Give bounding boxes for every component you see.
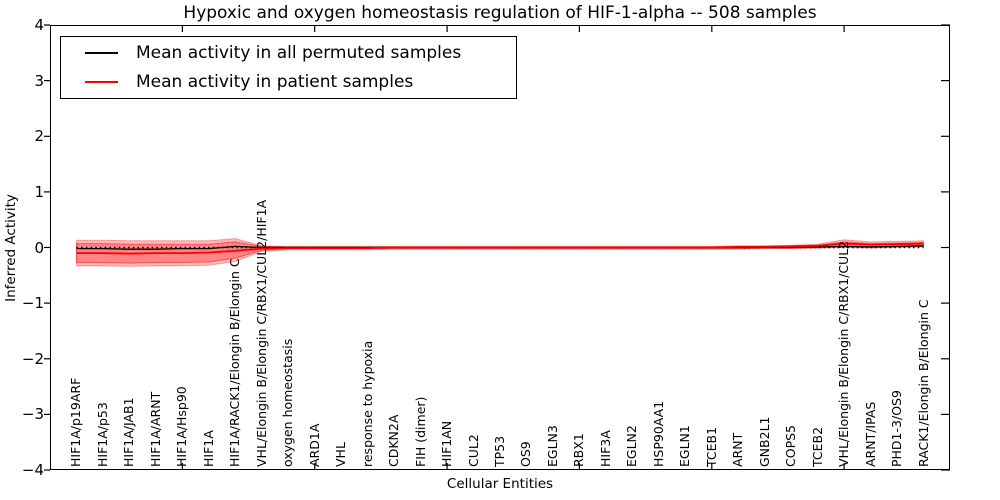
legend-label: Mean activity in all permuted samples (136, 43, 462, 63)
entity-label: HIF3A (597, 430, 613, 467)
entity-label: ARD1A (306, 423, 322, 467)
entity-label: EGLN1 (677, 425, 693, 467)
legend-item-permuted: Mean activity in all permuted samples (85, 40, 516, 66)
legend-line-black (85, 52, 118, 54)
entity-label: TCEB1 (703, 426, 719, 467)
entity-label: VHL (333, 442, 349, 467)
entity-label: HIF1AN (439, 420, 455, 467)
entity-label: RBX1 (571, 433, 587, 467)
y-tick-label: 1 (34, 182, 44, 201)
entity-label: GNB2L1 (756, 416, 772, 467)
entity-label: HIF1A/p19ARF (68, 377, 84, 467)
entity-label: OS9 (518, 441, 534, 467)
entity-label: ARNT (730, 432, 746, 467)
series-line-1 (76, 242, 924, 255)
legend: Mean activity in all permuted samples Me… (60, 36, 517, 99)
y-tick-label: −1 (21, 294, 44, 313)
entity-label: RACK1/Elongin B/Elongin C (915, 299, 931, 467)
entity-label: TP53 (492, 435, 507, 467)
entity-label: EGLN2 (624, 425, 640, 467)
plot-area (44, 24, 950, 471)
y-tick-label: 2 (34, 127, 44, 146)
entity-label: CUL2 (465, 434, 481, 467)
entity-label: HIF1A/JAB1 (121, 397, 137, 467)
entity-label: HIF1A (200, 430, 216, 467)
y-tick-label: 0 (34, 238, 44, 257)
entity-label: TCEB2 (809, 426, 825, 467)
entity-label: ARNT/IPAS (862, 401, 878, 467)
y-tick-label: −3 (21, 405, 44, 424)
entity-label: oxygen homeostasis (280, 338, 296, 467)
entity-label: VHL/Elongin B/Elongin C/RBX1/CUL2 (836, 240, 852, 467)
y-tick-label: 4 (34, 16, 44, 34)
entity-label: FIH (dimer) (412, 396, 428, 467)
y-tick-label: 3 (34, 71, 44, 90)
legend-label: Mean activity in patient samples (136, 72, 414, 92)
x-axis-label: Cellular Entities (446, 476, 554, 492)
y-tick-label: −4 (21, 461, 44, 479)
entity-label: HIF1A/ARNT (147, 391, 163, 467)
legend-line-red (85, 81, 118, 83)
entity-label: HIF1A/Hsp90 (174, 386, 190, 467)
entity-label: CDKN2A (386, 414, 402, 467)
entity-label: VHL/Elongin B/Elongin C/RBX1/CUL2/HIF1A (253, 199, 269, 467)
chart-title: Hypoxic and oxygen homeostasis regulatio… (183, 3, 817, 23)
entity-label: HIF1A/p53 (94, 402, 110, 467)
y-tick-label: −2 (21, 349, 44, 368)
entity-label: response to hypoxia (359, 340, 375, 467)
entity-label: HSP90AA1 (650, 400, 666, 467)
legend-item-patient: Mean activity in patient samples (85, 69, 516, 95)
entity-label: EGLN3 (544, 425, 560, 467)
entity-label: PHD1-3/OS9 (889, 390, 905, 467)
entity-label: COPS5 (783, 425, 799, 467)
entity-label: HIF1A/RACK1/Elongin B/Elongin C (227, 258, 243, 467)
